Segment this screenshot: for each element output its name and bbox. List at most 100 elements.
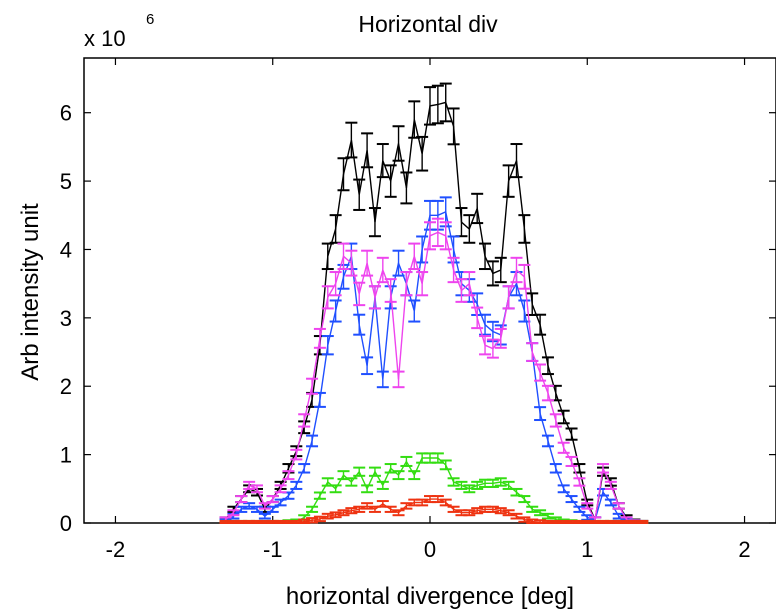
data-point — [313, 327, 326, 349]
data-point — [416, 498, 429, 507]
y-tick-label: 3 — [60, 306, 72, 331]
data-point — [494, 256, 507, 284]
data-point — [337, 157, 350, 192]
data-point — [636, 519, 649, 524]
data-point — [400, 171, 413, 205]
data-point — [376, 370, 389, 389]
data-point — [329, 484, 342, 494]
data-point — [471, 192, 484, 225]
data-point — [604, 480, 617, 490]
data-point — [392, 370, 405, 389]
x-tick-label: 2 — [738, 537, 750, 562]
data-point — [549, 463, 562, 474]
x-tick-label: 0 — [424, 537, 436, 562]
data-point — [463, 271, 476, 297]
data-point — [455, 278, 468, 303]
data-point — [549, 413, 562, 428]
y-tick-label: 1 — [60, 443, 72, 468]
data-point — [541, 356, 554, 376]
y-multiplier-label: x 10 — [84, 26, 126, 51]
data-point — [431, 84, 444, 125]
data-point — [227, 509, 240, 517]
data-point — [541, 434, 554, 448]
data-point — [368, 207, 381, 238]
y-tick-label: 5 — [60, 169, 72, 194]
y-tick-label: 2 — [60, 374, 72, 399]
data-point — [431, 495, 444, 504]
y-tick-label: 4 — [60, 237, 72, 262]
data-point — [424, 221, 436, 251]
data-point — [502, 164, 515, 198]
series-layer — [219, 82, 649, 524]
data-point — [345, 507, 358, 515]
data-point — [361, 502, 374, 510]
data-point — [518, 516, 531, 523]
x-tick-label: -2 — [106, 537, 126, 562]
data-point — [392, 249, 405, 277]
data-point — [345, 249, 358, 277]
data-point — [447, 477, 460, 487]
data-point — [361, 356, 374, 376]
data-point — [408, 242, 421, 271]
data-point — [361, 484, 374, 494]
data-point — [313, 491, 326, 500]
data-point — [400, 502, 413, 510]
data-point — [471, 507, 484, 515]
data-point — [408, 470, 421, 481]
data-point — [534, 406, 547, 422]
data-point — [376, 480, 389, 490]
data-point — [353, 281, 366, 307]
data-point — [306, 505, 319, 513]
data-point — [518, 263, 531, 290]
data-point — [337, 242, 350, 271]
data-point — [243, 480, 256, 490]
data-point — [479, 335, 492, 356]
series-line — [224, 101, 643, 524]
data-point — [258, 502, 271, 510]
data-point — [494, 327, 507, 349]
data-point — [494, 477, 507, 487]
data-point — [612, 502, 625, 510]
data-point — [251, 505, 263, 513]
series-line — [225, 231, 643, 524]
data-point — [494, 507, 507, 515]
data-point — [447, 107, 460, 146]
data-point — [321, 335, 334, 356]
data-point — [549, 384, 562, 402]
data-point — [337, 509, 350, 517]
data-point — [384, 164, 397, 198]
data-point — [439, 221, 452, 251]
data-point — [455, 207, 468, 238]
data-point — [510, 143, 523, 179]
series-5 — [219, 495, 649, 524]
data-point — [510, 512, 523, 520]
data-point — [479, 313, 492, 336]
x-tick-label: 1 — [581, 537, 593, 562]
series-1 — [219, 82, 649, 524]
data-point — [486, 505, 499, 513]
data-point — [235, 495, 248, 504]
data-point — [298, 463, 311, 474]
data-point — [345, 121, 358, 159]
data-point — [392, 509, 405, 517]
data-point — [290, 448, 303, 461]
data-point — [439, 82, 452, 123]
data-point — [416, 271, 429, 297]
chart-title: Horizontal div — [358, 11, 498, 37]
data-point — [526, 342, 539, 362]
data-point — [471, 480, 484, 490]
data-point — [502, 285, 515, 310]
data-point — [353, 178, 366, 211]
data-point — [368, 285, 381, 310]
data-point — [597, 463, 609, 474]
data-point — [416, 135, 429, 172]
x-axis-label: horizontal divergence [deg] — [286, 583, 574, 610]
data-point — [557, 484, 570, 494]
data-point — [565, 495, 578, 504]
y-tick-label: 0 — [60, 511, 72, 536]
data-point — [447, 256, 460, 284]
data-point — [400, 455, 413, 467]
data-point — [565, 427, 578, 441]
data-point — [486, 260, 499, 287]
